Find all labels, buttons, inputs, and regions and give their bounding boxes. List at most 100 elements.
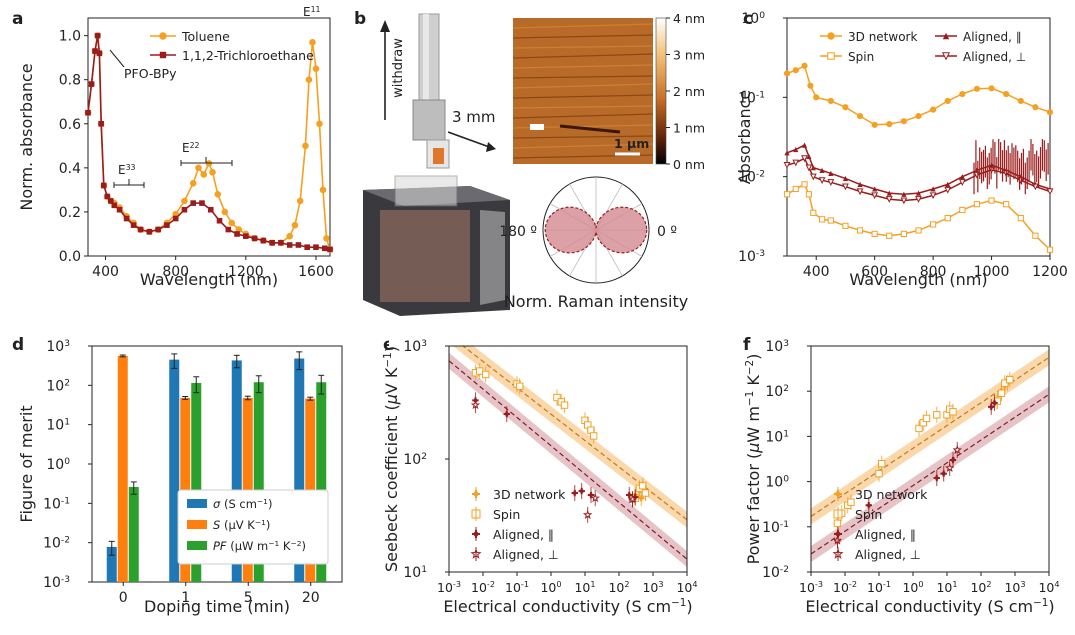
point-a-1-23 [225, 226, 232, 233]
point-c-1-13 [930, 221, 937, 228]
x-tick-label-c-1: 600 [861, 264, 888, 280]
point-c-0-15 [973, 85, 981, 92]
point-c-1-2 [801, 181, 808, 188]
point-a-1-19 [190, 200, 197, 206]
point-c-2-0 [784, 150, 790, 156]
y-tick-label-e-2: 103 [403, 339, 427, 355]
point-a-1-18 [181, 206, 188, 213]
point-a-0-19 [189, 179, 197, 187]
point-a-1-3 [94, 32, 101, 39]
panel-d: d 103 102 101 100 10-1 10-2 10-3 0 1 5 20 Doping tim… [12, 335, 343, 616]
withdraw-label: withdraw [391, 38, 406, 98]
colorbar-label-4: 0 nm [673, 157, 705, 172]
point-c-3-7 [842, 183, 849, 191]
point-c-1-18 [1003, 201, 1010, 208]
beaker-window [480, 210, 505, 305]
x-tick-label-f-0: 10-3 [799, 579, 823, 595]
y-tick-label-c-2: 10-2 [738, 170, 765, 186]
panel-b: b withdraw 3 mm 1 μm 4 nm 3 nm 2 nm 1 nm 0 nm 180… [354, 9, 705, 316]
solution-surface [394, 175, 458, 207]
x-tick-label-e-6: 103 [642, 579, 663, 595]
point-c-3-11 [900, 197, 908, 205]
point-e-1-2 [481, 370, 490, 379]
plot-frame-c [786, 17, 1051, 257]
point-f-1-9 [933, 411, 941, 419]
bar-σ-0 [106, 546, 117, 582]
point-f-1-3 [847, 498, 855, 506]
legend-text-c-0: 3D network [848, 30, 917, 44]
point-c-2-6 [828, 170, 834, 176]
point-c-0-18 [1017, 97, 1024, 105]
clip-bottom-e [389, 572, 747, 602]
panel-label-a: a [12, 9, 23, 29]
point-c-1-4 [810, 209, 817, 216]
point-f-3-1 [944, 463, 955, 472]
y-tick-label-f-3: 100 [765, 475, 789, 491]
point-a-1-14 [146, 228, 153, 235]
afm-image: 1 μm [512, 18, 654, 164]
point-c-3-13 [929, 192, 937, 200]
point-c-2-12 [915, 190, 922, 196]
x-tick-label-d-1: 1 [181, 590, 190, 606]
x-tick-label-f-7: 104 [1038, 579, 1059, 595]
legend-box-d [177, 489, 329, 565]
point-e-1-4 [515, 382, 524, 390]
plot-frame-a [87, 17, 331, 257]
point-a-1-22 [216, 217, 223, 224]
point-c-0-19 [1032, 104, 1039, 111]
point-a-1-13 [137, 226, 144, 233]
x-tick-label-a-2: 1200 [228, 264, 264, 280]
point-c-3-4 [809, 173, 817, 181]
legend-text-c-2: Aligned, ∥ [963, 30, 1022, 44]
annotation-pfo: PFO-BPy [124, 66, 177, 81]
point-c-1-1 [792, 185, 799, 193]
legend-marker-a-0 [159, 32, 167, 40]
point-c-0-0 [783, 70, 791, 77]
y-tick-label-c-1: 10-1 [738, 90, 765, 106]
bar-PF-3 [316, 382, 327, 582]
legend-text-c-3: Aligned, ⊥ [963, 50, 1026, 64]
afm-stripe-9 [512, 113, 654, 119]
point-a-1-7 [104, 193, 111, 200]
point-c-3-1 [792, 159, 800, 167]
annotation-e33: E33 [118, 163, 136, 178]
point-c-3-3 [805, 164, 813, 172]
point-e-1-14 [639, 482, 647, 490]
point-a-0-39 [312, 65, 320, 72]
point-a-1-27 [260, 237, 267, 244]
clip-top-e [389, 316, 747, 346]
x-tick-label-e-3: 100 [540, 579, 561, 595]
y-tick-label-d-6: 10-3 [43, 575, 70, 591]
point-c-1-8 [856, 227, 864, 234]
point-e-3-2 [590, 493, 601, 503]
point-e-3-1 [582, 509, 593, 519]
afm-background [513, 18, 653, 164]
x-tick-label-e-5: 102 [608, 579, 629, 595]
point-c-1-19 [1017, 215, 1024, 222]
point-c-2-4 [810, 165, 816, 171]
point-c-0-4 [813, 94, 820, 101]
mm-arrowhead [486, 142, 496, 152]
point-a-1-12 [130, 222, 137, 228]
y-tick-label-e-1: 102 [403, 452, 427, 468]
bar-PF-1 [191, 382, 202, 582]
point-c-0-9 [886, 120, 893, 128]
x-tick-label-e-0: 10-3 [437, 579, 461, 595]
legend-text-f-2: Aligned, ∥ [855, 527, 916, 542]
x-axis-label-c: Wavelength (nm) [849, 270, 987, 289]
point-a-1-16 [164, 222, 170, 228]
point-e-1-7 [560, 401, 569, 409]
point-e-0-4-dot [639, 496, 644, 501]
point-a-1-6 [100, 182, 107, 189]
point-a-1-29 [278, 239, 284, 246]
point-a-0-40 [316, 120, 323, 128]
point-f-1-5 [877, 459, 886, 468]
legend-swatch-d-0 [187, 499, 207, 508]
x-tick-label-e-7: 104 [676, 579, 697, 595]
x-axis-label-f: Electrical conductivity (S cm−1) [805, 597, 1054, 616]
x-axis-label-a: Wavelength (nm) [140, 270, 278, 289]
point-f-1-0 [833, 519, 842, 527]
point-c-3-19 [1017, 177, 1025, 185]
plot-frame-f [810, 345, 1050, 573]
